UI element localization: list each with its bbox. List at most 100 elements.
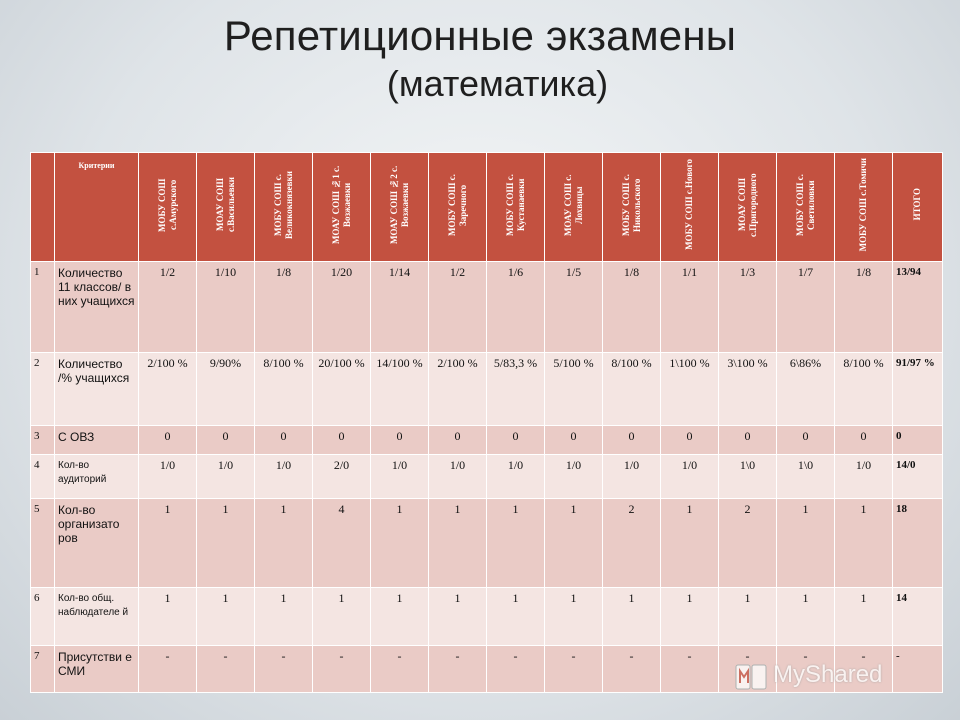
table-cell: 1 — [834, 587, 893, 647]
slide-title-block: Репетиционные экзамены (математика) — [0, 10, 960, 106]
table-cell: - — [544, 645, 603, 693]
header-label: МОБУ СОШ с. Великокнязевки — [272, 170, 294, 239]
table-cell: 20/100 % — [312, 352, 371, 427]
table-header-row: Критерии МОБУ СОШ с.Амурского МОАУ СОШ с.В… — [30, 152, 943, 262]
header-school: МОБУ СОШ с. Светиловки — [776, 152, 835, 262]
table-cell: 1/7 — [776, 260, 835, 354]
table-cell: 0 — [660, 425, 719, 456]
table-cell: - — [718, 645, 777, 693]
table-cell: 5/100 % — [544, 352, 603, 427]
table-cell: 1 — [486, 497, 545, 589]
table-cell: - — [776, 645, 835, 693]
table-cell: - — [428, 645, 487, 693]
table-cell: 1 — [312, 587, 371, 647]
exam-table-container: Критерии МОБУ СОШ с.Амурского МОАУ СОШ с.В… — [30, 152, 943, 693]
row-total: 13/94 — [892, 260, 943, 354]
row-label: Присутстви е СМИ — [54, 645, 139, 693]
slide-title: Репетиционные экзамены — [223, 12, 737, 59]
header-school: МОАУ СОШ №2 с. Возжаевки — [370, 152, 429, 262]
table-cell: 1/6 — [486, 260, 545, 354]
table-cell: 2/0 — [312, 454, 371, 499]
watermark: MyShared — [735, 660, 935, 694]
table-row: 2 Количество /% учащихся 2/100 % 9/90% 8/100… — [30, 352, 943, 427]
table-cell: 1 — [370, 587, 429, 647]
header-criteria: Критерии — [54, 152, 139, 262]
table-cell: 1 — [718, 587, 777, 647]
table-cell: 2 — [718, 497, 777, 589]
row-label: Кол-во организато ров — [54, 497, 139, 589]
table-cell: 1 — [370, 497, 429, 589]
row-number: 2 — [30, 352, 55, 427]
header-school: МОБУ СОШ с. Великокнязевки — [254, 152, 313, 262]
table-cell: 1/0 — [428, 454, 487, 499]
row-label: Кол-во общ. наблюдателе й — [54, 587, 139, 647]
table-cell: 8/100 % — [834, 352, 893, 427]
table-cell: 1/1 — [660, 260, 719, 354]
table-cell: 1/0 — [370, 454, 429, 499]
table-cell: - — [602, 645, 661, 693]
row-label: Количество 11 классов/ в них учащихся — [54, 260, 139, 354]
table-cell: - — [660, 645, 719, 693]
header-school: МОБУ СОШ с.Амурского — [138, 152, 197, 262]
table-cell: 0 — [370, 425, 429, 456]
myshared-logo-icon — [735, 664, 767, 690]
table-cell: 1 — [196, 497, 255, 589]
header-total: ИТОГО — [892, 152, 943, 262]
row-number: 3 — [30, 425, 55, 456]
header-school: МОБУ СОШ с. Никольского — [602, 152, 661, 262]
table-cell: 1\0 — [718, 454, 777, 499]
header-label: МОБУ СОШ с. Светиловки — [794, 173, 816, 236]
table-cell: 1 — [660, 497, 719, 589]
table-cell: 1 — [834, 497, 893, 589]
table-cell: 1 — [138, 497, 197, 589]
table-cell: 0 — [776, 425, 835, 456]
table-cell: 0 — [312, 425, 371, 456]
row-total: 14 — [892, 587, 943, 647]
header-label: МОАУ СОШ №1 с. Возжаевки — [330, 165, 352, 244]
table-cell: 1 — [660, 587, 719, 647]
table-cell: 4 — [312, 497, 371, 589]
table-cell: - — [254, 645, 313, 693]
table-cell: 0 — [718, 425, 777, 456]
table-cell: 0 — [602, 425, 661, 456]
table-cell: 1 — [428, 587, 487, 647]
table-cell: 1 — [428, 497, 487, 589]
table-cell: 8/100 % — [602, 352, 661, 427]
table-cell: 0 — [254, 425, 313, 456]
table-cell: - — [138, 645, 197, 693]
table-row: 4 Кол-во аудиторий 1/0 1/0 1/0 2/0 1/0 1/0 1/0 1/… — [30, 454, 943, 499]
table-cell: 1/0 — [544, 454, 603, 499]
table-cell: - — [834, 645, 893, 693]
table-cell: 1 — [544, 497, 603, 589]
table-cell: 1 — [254, 497, 313, 589]
header-corner-cell — [30, 152, 55, 262]
table-row: 7 Присутстви е СМИ - - - - - - - - - - - - - - — [30, 645, 943, 693]
table-cell: 1/0 — [834, 454, 893, 499]
table-cell: 1/14 — [370, 260, 429, 354]
table-cell: 1 — [196, 587, 255, 647]
table-cell: 1/8 — [834, 260, 893, 354]
table-cell: 14/100 % — [370, 352, 429, 427]
table-cell: - — [312, 645, 371, 693]
table-cell: 0 — [486, 425, 545, 456]
table-cell: 0 — [428, 425, 487, 456]
table-cell: 1/0 — [196, 454, 255, 499]
row-number: 4 — [30, 454, 55, 499]
row-total: 18 — [892, 497, 943, 589]
header-school: МОБУ СОШ с. Заречного — [428, 152, 487, 262]
header-label: МОБУ СОШ с. Никольского — [620, 173, 642, 236]
row-total: 91/97 % — [892, 352, 943, 427]
table-cell: 2 — [602, 497, 661, 589]
table-cell: 1/8 — [602, 260, 661, 354]
row-total: 0 — [892, 425, 943, 456]
header-label: ИТОГО — [912, 188, 922, 221]
slide-subtitle: (математика) — [386, 63, 609, 104]
watermark-text: MyShared — [773, 661, 883, 688]
table-cell: 1\100 % — [660, 352, 719, 427]
table-cell: 3\100 % — [718, 352, 777, 427]
header-school: МОАУ СОШ №1 с. Возжаевки — [312, 152, 371, 262]
table-cell: 1 — [138, 587, 197, 647]
table-cell: 1/0 — [138, 454, 197, 499]
